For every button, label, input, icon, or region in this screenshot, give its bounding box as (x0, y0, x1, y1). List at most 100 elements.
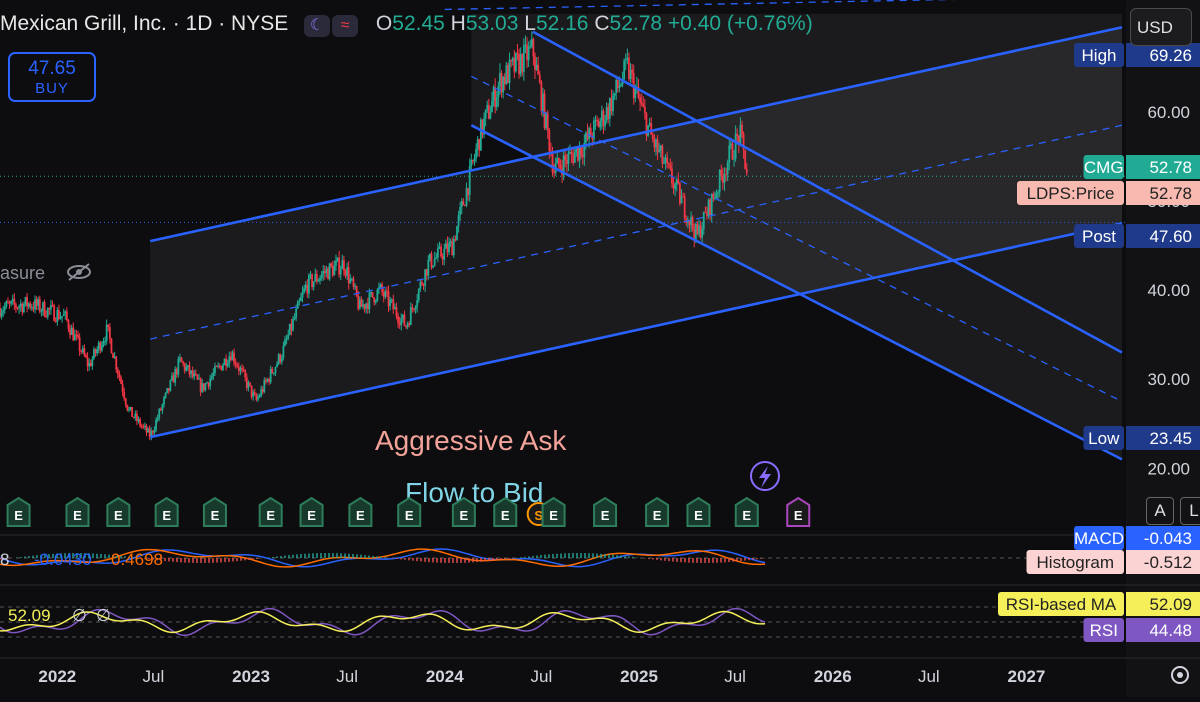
candle-body (408, 323, 410, 324)
histogram-bar (692, 558, 694, 563)
histogram-bar (492, 558, 494, 561)
candle-body (181, 357, 183, 361)
candle-body (50, 305, 52, 309)
candle-body (655, 140, 657, 148)
candle-body (717, 192, 719, 193)
earnings-marker[interactable]: E (594, 498, 616, 526)
candle-body (359, 300, 361, 309)
annotation-flow-to-bid[interactable]: Flow to Bid (405, 477, 544, 508)
log-scale-button[interactable]: L (1180, 497, 1200, 525)
earnings-label: E (694, 508, 703, 523)
histogram-bar (540, 555, 542, 558)
earnings-marker[interactable]: E (204, 498, 226, 526)
earnings-marker[interactable]: E (646, 498, 668, 526)
histogram-bar (20, 557, 22, 558)
histogram-bar (424, 558, 426, 562)
candle-body (281, 358, 283, 362)
candle-body (695, 224, 697, 240)
earnings-marker[interactable]: E (156, 498, 178, 526)
candle-body (64, 311, 66, 314)
histogram-bar (280, 556, 282, 558)
histogram-bar (368, 555, 370, 558)
earnings-marker[interactable]: E (543, 498, 565, 526)
candle-body (501, 73, 503, 92)
candle-body (286, 339, 288, 340)
earnings-marker[interactable]: E (260, 498, 282, 526)
earnings-marker[interactable]: E (787, 498, 809, 526)
candle-body (341, 260, 343, 269)
candle-body (109, 327, 111, 339)
annotation-aggressive-ask[interactable]: Aggressive Ask (375, 425, 567, 456)
candle-body (314, 274, 316, 282)
histogram-bar (444, 558, 446, 563)
candle-body (568, 153, 570, 164)
histogram-bar (428, 558, 430, 562)
earnings-marker[interactable]: E (301, 498, 323, 526)
earnings-marker[interactable]: E (736, 498, 758, 526)
histogram-bar (108, 555, 110, 558)
rsi-header-null: ∅ (72, 606, 87, 625)
earnings-marker[interactable]: E (398, 498, 420, 526)
candle-body (512, 58, 514, 61)
candle-body (42, 302, 44, 311)
candle-body (571, 152, 573, 155)
candle-body (510, 60, 512, 61)
candle-body (122, 384, 124, 392)
auto-scale-button[interactable]: A (1146, 497, 1174, 525)
currency-button[interactable]: USD (1130, 8, 1192, 46)
candle-body (650, 123, 652, 135)
histogram-bar (400, 558, 402, 559)
candle-body (676, 179, 678, 184)
candle-body (732, 143, 734, 159)
eye-off-icon[interactable] (66, 262, 92, 282)
earnings-marker[interactable]: E (453, 498, 475, 526)
candle-body (529, 46, 531, 47)
price-label-value: -0.043 (1144, 529, 1192, 548)
candle-body (206, 383, 208, 384)
histogram-bar (632, 557, 634, 558)
candle-body (399, 323, 401, 325)
candle-body (93, 349, 95, 359)
candle-body (679, 183, 681, 203)
candle-body (639, 97, 641, 102)
price-label-name: Post (1082, 227, 1116, 246)
candle-body (257, 397, 259, 400)
candle-body (126, 405, 128, 410)
histogram-bar (352, 554, 354, 558)
earnings-marker[interactable]: E (494, 498, 516, 526)
earnings-marker[interactable]: E (66, 498, 88, 526)
low-value: 52.16 (536, 12, 589, 35)
candle-body (405, 326, 407, 327)
buy-button[interactable]: 47.65 BUY (8, 52, 96, 102)
candle-body (641, 102, 643, 104)
histogram-bar (212, 558, 214, 563)
candle-body (165, 393, 167, 398)
histogram-bar (436, 558, 438, 563)
candle-body (746, 169, 748, 173)
candle-body (63, 314, 65, 316)
earnings-marker[interactable]: E (687, 498, 709, 526)
histogram-bar (552, 554, 554, 558)
histogram-bar (272, 557, 274, 558)
close-label: C (594, 12, 609, 35)
candle-body (545, 113, 547, 128)
wave-icon[interactable]: ≈ (332, 15, 358, 37)
histogram-bar (188, 558, 190, 563)
histogram-bar (96, 554, 98, 558)
earnings-marker[interactable]: E (349, 498, 371, 526)
price-tick-label: 20.00 (1147, 459, 1190, 478)
candle-body (289, 324, 291, 335)
candle-body (34, 299, 36, 309)
candle-body (219, 366, 221, 367)
moon-icon[interactable]: ☾ (304, 15, 330, 37)
candle-body (418, 289, 420, 300)
earnings-label: E (73, 508, 82, 523)
price-label-value: 23.45 (1149, 429, 1192, 448)
candle-body (273, 373, 275, 374)
candle-body (416, 300, 418, 307)
histogram-bar (372, 556, 374, 558)
earnings-marker[interactable]: E (8, 498, 30, 526)
earnings-marker[interactable]: E (107, 498, 129, 526)
